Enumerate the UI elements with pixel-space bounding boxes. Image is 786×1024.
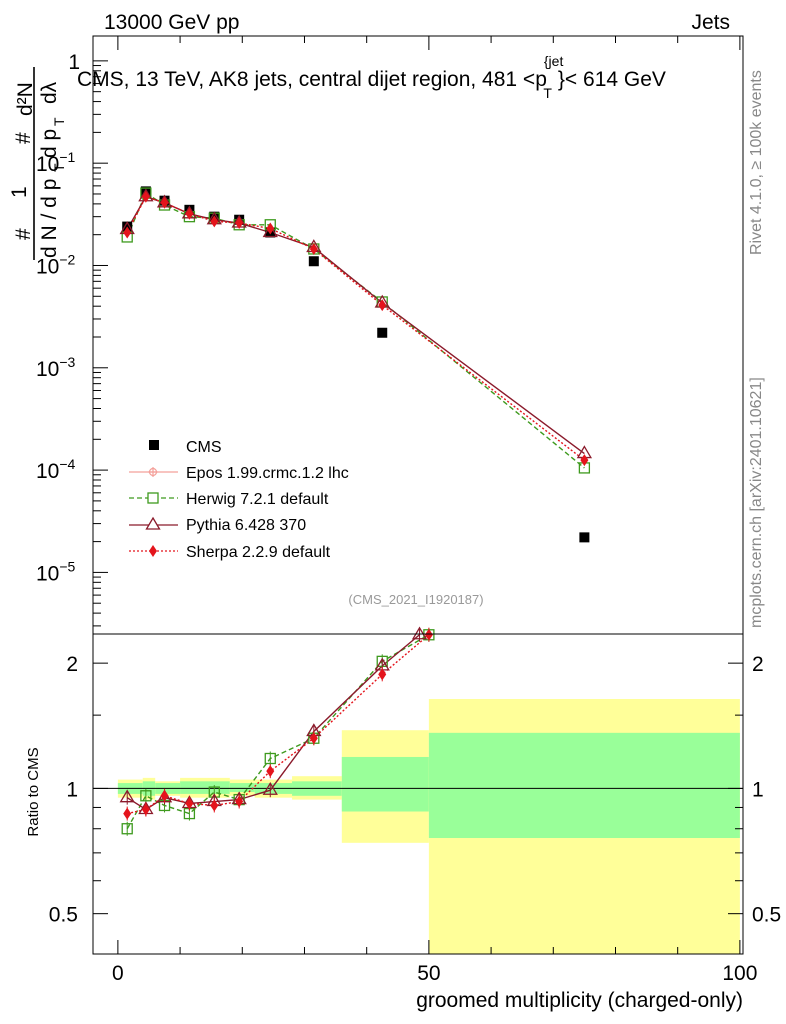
title-main: CMS, 13 TeV, AK8 jets, central dijet reg… bbox=[77, 68, 547, 91]
header-right: Jets bbox=[691, 11, 730, 34]
band-green bbox=[428, 732, 740, 839]
sherpa-ratio-point bbox=[141, 803, 150, 816]
pythia-ratio-point bbox=[262, 781, 278, 795]
band-green bbox=[341, 756, 429, 812]
legend: CMS Epos 1.99.crmc.1.2 lhc Herwig 7.2.1 … bbox=[129, 439, 349, 561]
ylabel-dlambda: dλ bbox=[38, 81, 61, 104]
chart-title: CMS, 13 TeV, AK8 jets, central dijet reg… bbox=[77, 53, 666, 101]
series-line-pythia bbox=[126, 195, 585, 455]
ylabel-hash1: # bbox=[12, 228, 35, 240]
xtick-label: 100 bbox=[722, 962, 757, 985]
cms-point bbox=[579, 532, 590, 543]
ylabel-one: 1 bbox=[8, 186, 31, 198]
legend-label-pythia: Pythia 6.428 370 bbox=[186, 517, 306, 534]
legend-marker-herwig bbox=[147, 492, 159, 504]
sherpa-ratio-point bbox=[160, 789, 169, 802]
pythia-point bbox=[262, 224, 278, 238]
cms-point bbox=[377, 327, 388, 338]
xtick-label: 50 bbox=[417, 962, 440, 985]
ylabel-T1: T bbox=[51, 163, 67, 172]
ylabel-dpT: d p bbox=[38, 129, 61, 158]
sherpa-ratio-point bbox=[424, 628, 433, 641]
ylabel-hash2: # bbox=[12, 132, 35, 144]
lower-ytick-label: 2 bbox=[66, 653, 78, 676]
watermark: (CMS_2021_I1920187) bbox=[348, 592, 483, 607]
ylabel-d2N: d²N bbox=[14, 82, 37, 116]
sherpa-point bbox=[160, 196, 169, 209]
sherpa-point bbox=[210, 215, 219, 228]
legend-marker-cms bbox=[149, 440, 159, 450]
sherpa-point bbox=[378, 299, 387, 312]
upper-ytick-label: 10−4 bbox=[36, 456, 76, 483]
lower-uncertainty-bands bbox=[117, 699, 740, 954]
sherpa-ratio-point bbox=[235, 795, 244, 808]
legend-label-herwig: Herwig 7.2.1 default bbox=[186, 491, 329, 508]
sherpa-point bbox=[309, 242, 318, 255]
title-sup: {jet bbox=[544, 53, 564, 69]
sherpa-point bbox=[123, 226, 132, 239]
lower-ytick-label-right: 1 bbox=[752, 778, 764, 801]
sherpa-ratio-point bbox=[266, 765, 275, 778]
sherpa-point bbox=[185, 207, 194, 220]
side-label-top: Rivet 4.1.0, ≥ 100k events bbox=[748, 70, 765, 255]
ratio-line-sherpa bbox=[127, 634, 430, 815]
legend-marker-pythia bbox=[145, 516, 161, 530]
pythia-ratio-point bbox=[119, 789, 135, 803]
lower-ytick-label: 0.5 bbox=[49, 904, 78, 927]
x-axis-label: groomed multiplicity (charged-only) bbox=[416, 989, 743, 1012]
lower-panel: 0.5 0.5 1 1 2 2 0 50 100 Ratio to CMS groomed mu… bbox=[25, 36, 781, 1012]
sherpa-ratio-point bbox=[309, 732, 318, 745]
herwig-ratio-point bbox=[140, 790, 152, 802]
side-label-bottom: mcplots.cern.ch [arXiv:2401.10621] bbox=[748, 377, 765, 628]
lower-ticks: 0.5 0.5 1 1 2 2 0 50 100 bbox=[49, 36, 781, 985]
lower-ytick-label-right: 2 bbox=[752, 653, 764, 676]
sherpa-ratio-point bbox=[378, 668, 387, 681]
upper-ytick-label: 10−5 bbox=[36, 558, 76, 585]
legend-marker-sherpa bbox=[149, 545, 157, 557]
upper-series-markers bbox=[119, 186, 593, 543]
lower-frame bbox=[92, 633, 744, 955]
title-sub: T bbox=[543, 85, 552, 101]
xtick-label: 0 bbox=[112, 962, 124, 985]
lower-ytick-label-right: 0.5 bbox=[752, 904, 781, 927]
sherpa-ratio-point bbox=[123, 807, 132, 820]
lower-ytick-label: 1 bbox=[66, 778, 78, 801]
herwig-ratio-point bbox=[121, 823, 133, 835]
lower-y-label: Ratio to CMS bbox=[25, 747, 42, 836]
header-left: 13000 GeV pp bbox=[104, 11, 239, 34]
band-green bbox=[229, 783, 255, 793]
upper-panel: 1 10−1 10−2 10−3 10−4 10−5 CMS, 13 TeV, AK8 j… bbox=[8, 35, 744, 635]
upper-series-lines bbox=[126, 192, 585, 469]
ratio-line-pythia bbox=[126, 634, 421, 811]
upper-ytick-label: 10−1 bbox=[36, 149, 76, 176]
ylabel-dN: d N / d p bbox=[38, 179, 61, 258]
upper-y-label: # 1 d N / d p T # d²N d p T dλ bbox=[8, 67, 67, 260]
band-green bbox=[180, 781, 230, 794]
legend-label-epos: Epos 1.99.crmc.1.2 lhc bbox=[186, 465, 349, 482]
herwig-ratio-point bbox=[264, 752, 276, 765]
lower-series-markers bbox=[119, 626, 435, 836]
title-tail: }< 614 GeV bbox=[558, 68, 666, 91]
lower-series-lines bbox=[126, 634, 430, 830]
series-line-herwig bbox=[126, 192, 585, 469]
ratio-line-herwig bbox=[126, 634, 430, 830]
legend-label-sherpa: Sherpa 2.2.9 default bbox=[186, 544, 331, 561]
legend-label-cms: CMS bbox=[186, 439, 222, 456]
upper-ytick-label: 10−2 bbox=[36, 251, 76, 278]
sherpa-point bbox=[235, 217, 244, 230]
sherpa-ratio-point bbox=[210, 799, 219, 812]
sherpa-point bbox=[266, 222, 275, 235]
cms-point bbox=[308, 256, 319, 267]
pythia-ratio-point bbox=[411, 626, 428, 640]
ylabel-T2: T bbox=[51, 117, 67, 126]
sherpa-point bbox=[580, 454, 589, 467]
series-line-sherpa bbox=[126, 195, 585, 461]
upper-ytick-label: 1 bbox=[68, 51, 80, 74]
sherpa-point bbox=[141, 190, 150, 203]
upper-ytick-label: 10−3 bbox=[36, 354, 76, 381]
sherpa-ratio-point bbox=[185, 797, 194, 810]
upper-y-ticks: 1 10−1 10−2 10−3 10−4 10−5 bbox=[36, 51, 108, 627]
